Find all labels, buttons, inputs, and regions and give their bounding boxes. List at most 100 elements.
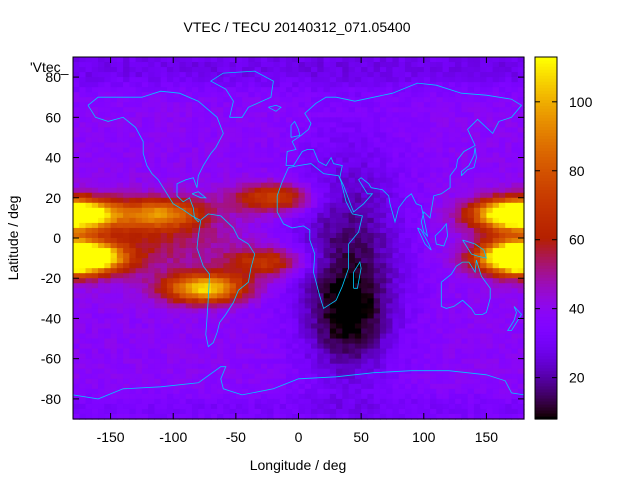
heatmap-cell xyxy=(398,227,406,234)
heatmap-cell xyxy=(311,378,318,385)
heatmap-cell xyxy=(292,318,300,325)
heatmap-cell xyxy=(342,112,350,118)
heatmap-cell xyxy=(379,383,387,390)
heatmap-cell xyxy=(141,383,149,390)
heatmap-cell xyxy=(430,227,437,234)
heatmap-cell xyxy=(336,398,343,405)
heatmap-cell xyxy=(436,212,444,219)
heatmap-cell xyxy=(417,72,425,78)
heatmap-cell xyxy=(210,227,218,234)
heatmap-cell xyxy=(229,313,237,320)
heatmap-cell xyxy=(91,117,99,123)
heatmap-cell xyxy=(292,202,300,209)
heatmap-cell xyxy=(210,192,218,199)
heatmap-cell xyxy=(467,82,475,88)
heatmap-cell xyxy=(411,152,419,159)
heatmap-cell xyxy=(242,368,249,375)
heatmap-cell xyxy=(455,358,462,365)
heatmap-cell xyxy=(160,243,168,249)
heatmap-cell xyxy=(79,398,87,405)
heatmap-cell xyxy=(73,112,80,118)
heatmap-cell xyxy=(104,288,112,294)
heatmap-cell xyxy=(248,308,256,315)
heatmap-cell xyxy=(498,202,506,209)
heatmap-cell xyxy=(423,132,431,139)
heatmap-cell xyxy=(235,122,243,128)
heatmap-cell xyxy=(486,82,494,88)
heatmap-cell xyxy=(511,177,519,184)
heatmap-cell xyxy=(98,323,105,330)
heatmap-cell xyxy=(173,303,181,309)
heatmap-cell xyxy=(392,132,400,139)
heatmap-cell xyxy=(217,202,224,209)
heatmap-cell xyxy=(448,373,456,380)
heatmap-cell xyxy=(292,97,300,103)
heatmap-cell xyxy=(242,147,249,154)
heatmap-cell xyxy=(198,57,206,63)
heatmap-cell xyxy=(217,102,224,108)
heatmap-cell xyxy=(154,323,162,330)
heatmap-cell xyxy=(123,212,130,219)
heatmap-cell xyxy=(123,298,130,304)
heatmap-cell xyxy=(298,207,306,214)
heatmap-cell xyxy=(386,212,394,219)
heatmap-cell xyxy=(254,107,262,113)
heatmap-cell xyxy=(455,202,462,209)
heatmap-cell xyxy=(361,313,368,320)
heatmap-cell xyxy=(292,232,300,239)
heatmap-cell xyxy=(91,308,99,315)
heatmap-cell xyxy=(185,212,193,219)
heatmap-cell xyxy=(480,258,488,264)
heatmap-cell xyxy=(273,258,281,264)
heatmap-cell xyxy=(417,117,425,123)
heatmap-cell xyxy=(129,348,137,355)
heatmap-cell xyxy=(411,142,419,149)
heatmap-cell xyxy=(342,238,350,244)
heatmap-cell xyxy=(492,222,500,229)
heatmap-cell xyxy=(123,308,130,315)
heatmap-cell xyxy=(85,72,93,78)
heatmap-cell xyxy=(235,338,243,345)
heatmap-cell xyxy=(492,147,500,154)
heatmap-cell xyxy=(229,82,237,88)
heatmap-cell xyxy=(430,92,437,98)
heatmap-cell xyxy=(461,308,469,315)
heatmap-cell xyxy=(448,232,456,239)
heatmap-cell xyxy=(91,172,99,179)
heatmap-cell xyxy=(129,222,137,229)
heatmap-cell xyxy=(298,378,306,385)
heatmap-cell xyxy=(166,243,174,249)
heatmap-cell xyxy=(392,102,400,108)
heatmap-cell xyxy=(198,288,206,294)
heatmap-cell xyxy=(129,182,137,189)
heatmap-cell xyxy=(123,328,130,335)
heatmap-cell xyxy=(473,268,481,274)
heatmap-cell xyxy=(185,378,193,385)
heatmap-cell xyxy=(348,308,356,315)
heatmap-cell xyxy=(267,167,275,174)
heatmap-cell xyxy=(235,243,243,249)
heatmap-cell xyxy=(267,353,275,360)
heatmap-cell xyxy=(417,142,425,149)
heatmap-cell xyxy=(329,82,337,88)
heatmap-cell xyxy=(254,398,262,405)
heatmap-cell xyxy=(267,278,275,284)
heatmap-cell xyxy=(379,338,387,345)
heatmap-cell xyxy=(473,283,481,289)
heatmap-cell xyxy=(436,368,444,375)
heatmap-cell xyxy=(192,202,199,209)
heatmap-cell xyxy=(279,97,287,103)
heatmap-cell xyxy=(461,298,469,304)
heatmap-cell xyxy=(217,383,224,390)
heatmap-cell xyxy=(473,167,481,174)
heatmap-cell xyxy=(373,67,381,73)
heatmap-cell xyxy=(204,102,212,108)
heatmap-cell xyxy=(254,293,262,299)
heatmap-cell xyxy=(210,303,218,309)
heatmap-cell xyxy=(486,353,494,360)
heatmap-cell xyxy=(242,162,249,169)
heatmap-cell xyxy=(173,72,181,78)
heatmap-cell xyxy=(135,197,143,204)
heatmap-cell xyxy=(398,393,406,400)
heatmap-cell xyxy=(342,82,350,88)
